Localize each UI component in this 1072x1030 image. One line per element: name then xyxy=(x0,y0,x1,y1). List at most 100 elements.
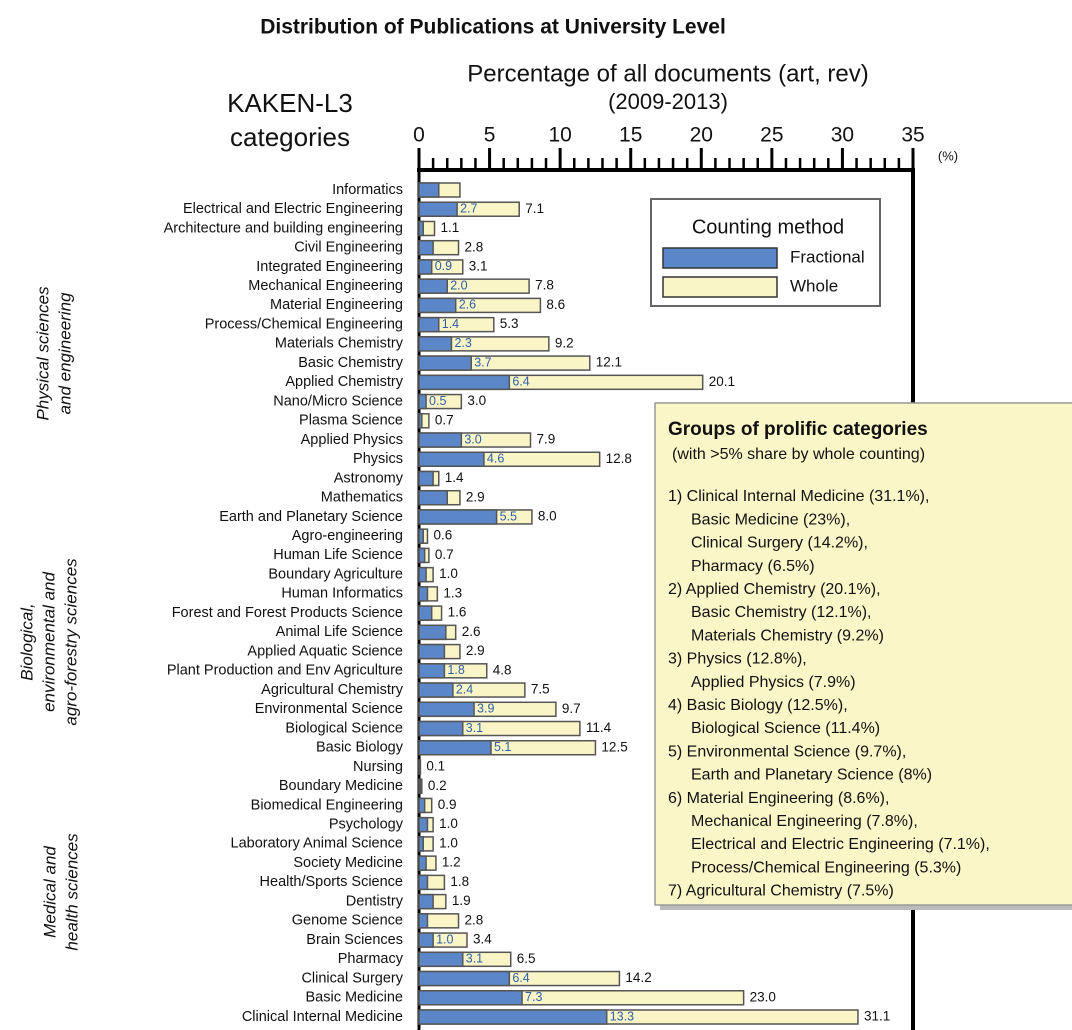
value-label: 1.8 xyxy=(447,663,464,677)
bar xyxy=(418,355,472,371)
category-label: Boundary Medicine xyxy=(279,778,403,794)
value-label: 2.6 xyxy=(459,298,476,312)
value-label: 2.0 xyxy=(450,278,467,292)
value-label: 1.0 xyxy=(439,835,458,850)
bar xyxy=(418,489,448,506)
bar xyxy=(418,701,475,718)
category-label: Basic Medicine xyxy=(305,990,403,1006)
bar xyxy=(418,451,485,468)
bar xyxy=(418,182,440,198)
value-label: 12.1 xyxy=(596,355,622,370)
category-label: Materials Chemistry xyxy=(275,336,404,352)
annotation-line: 1) Clinical Internal Medicine (31.1%), xyxy=(668,488,929,505)
value-label: 1.4 xyxy=(442,317,459,331)
value-label: 7.8 xyxy=(535,278,554,293)
bar xyxy=(418,220,424,237)
category-label: Society Medicine xyxy=(293,855,403,871)
category-label: Biomedical Engineering xyxy=(251,797,403,813)
x-tick-label: 15 xyxy=(619,124,642,147)
category-label: Mechanical Engineering xyxy=(248,278,403,294)
value-label: 2.8 xyxy=(465,912,484,927)
annotation-line: Earth and Planetary Science (8%) xyxy=(691,767,932,784)
value-label: 7.1 xyxy=(525,201,544,216)
bar xyxy=(418,624,447,641)
category-label: Clinical Internal Medicine xyxy=(242,1009,403,1025)
category-label: Applied Chemistry xyxy=(285,374,403,390)
value-label: 0.9 xyxy=(438,797,457,812)
value-label: 6.4 xyxy=(512,971,529,985)
bar xyxy=(418,201,458,217)
value-label: 2.8 xyxy=(465,239,484,254)
group-label: Biological, xyxy=(17,603,36,681)
annotation-line: Pharmacy (6.5%) xyxy=(691,558,815,575)
bar xyxy=(418,605,433,621)
value-label: 7.3 xyxy=(525,990,542,1004)
annotation-line: 6) Material Engineering (8.6%), xyxy=(668,790,889,807)
category-label: Health/Sports Science xyxy=(260,874,403,890)
value-label: 2.3 xyxy=(454,336,471,350)
category-label: Pharmacy xyxy=(338,951,404,967)
value-label: 1.3 xyxy=(443,585,462,600)
value-label: 2.9 xyxy=(466,643,485,658)
category-label: Animal Life Science xyxy=(276,624,403,640)
value-label: 3.7 xyxy=(474,355,491,369)
value-label: 0.1 xyxy=(426,759,445,774)
value-label: 0.2 xyxy=(428,778,447,793)
category-label: Biological Science xyxy=(285,720,403,736)
bar xyxy=(418,259,433,275)
value-label: 7.5 xyxy=(531,682,550,697)
bar xyxy=(418,663,446,679)
bar xyxy=(418,528,424,544)
value-label: 14.2 xyxy=(625,970,651,985)
value-label: 5.5 xyxy=(500,509,517,523)
value-label: 3.1 xyxy=(466,952,483,966)
value-label: 6.4 xyxy=(512,375,529,389)
annotation-title: Groups of prolific categories xyxy=(668,419,928,440)
value-label: 1.1 xyxy=(441,220,460,235)
value-label: 4.8 xyxy=(493,662,512,677)
group-label: agro-forestry sciences xyxy=(61,558,80,726)
annotation-line: 4) Basic Biology (12.5%), xyxy=(668,697,848,714)
bar xyxy=(418,855,427,871)
annotation-line: Basic Medicine (23%), xyxy=(691,511,850,528)
bar xyxy=(418,297,457,314)
legend-swatch xyxy=(662,247,778,269)
value-label: 1.8 xyxy=(450,874,469,889)
value-label: 0.7 xyxy=(435,547,454,562)
value-label: 8.0 xyxy=(538,509,557,524)
category-label: Process/Chemical Engineering xyxy=(205,316,403,332)
bar xyxy=(418,874,429,891)
x-tick-label: 20 xyxy=(690,124,713,147)
category-label: Psychology xyxy=(329,817,404,833)
value-label: 2.7 xyxy=(460,202,477,216)
category-label: Laboratory Animal Science xyxy=(231,836,404,852)
category-label: Genome Science xyxy=(292,913,403,929)
bar xyxy=(418,816,429,833)
annotation-line: Clinical Surgery (14.2%), xyxy=(691,535,868,552)
annotation-subtitle: (with >5% share by whole counting) xyxy=(672,446,925,463)
x-tick-label: 30 xyxy=(831,124,854,147)
x-tick-label: 10 xyxy=(548,124,571,147)
annotation-line: Applied Physics (7.9%) xyxy=(691,674,856,691)
x-axis-subtitle: (2009-2013) xyxy=(608,89,728,114)
value-label: 0.5 xyxy=(429,394,446,408)
bar xyxy=(418,239,434,256)
category-label: Basic Biology xyxy=(316,740,404,756)
bar xyxy=(418,720,464,737)
x-tick-label: 0 xyxy=(413,124,425,147)
category-label: Astronomy xyxy=(334,470,404,486)
value-label: 13.3 xyxy=(610,1009,634,1023)
y-axis-title: KAKEN-L3 xyxy=(227,88,353,118)
bar xyxy=(418,547,426,564)
bar xyxy=(418,336,453,352)
x-axis-title: Percentage of all documents (art, rev) xyxy=(467,60,869,87)
value-label: 9.2 xyxy=(555,335,574,350)
annotation-line: Biological Science (11.4%) xyxy=(691,720,880,737)
bar xyxy=(418,990,523,1006)
value-label: 3.1 xyxy=(469,258,488,273)
y-axis-title: categories xyxy=(230,122,350,152)
bar xyxy=(418,393,427,410)
bar xyxy=(418,759,421,775)
category-label: Environmental Science xyxy=(255,701,403,717)
